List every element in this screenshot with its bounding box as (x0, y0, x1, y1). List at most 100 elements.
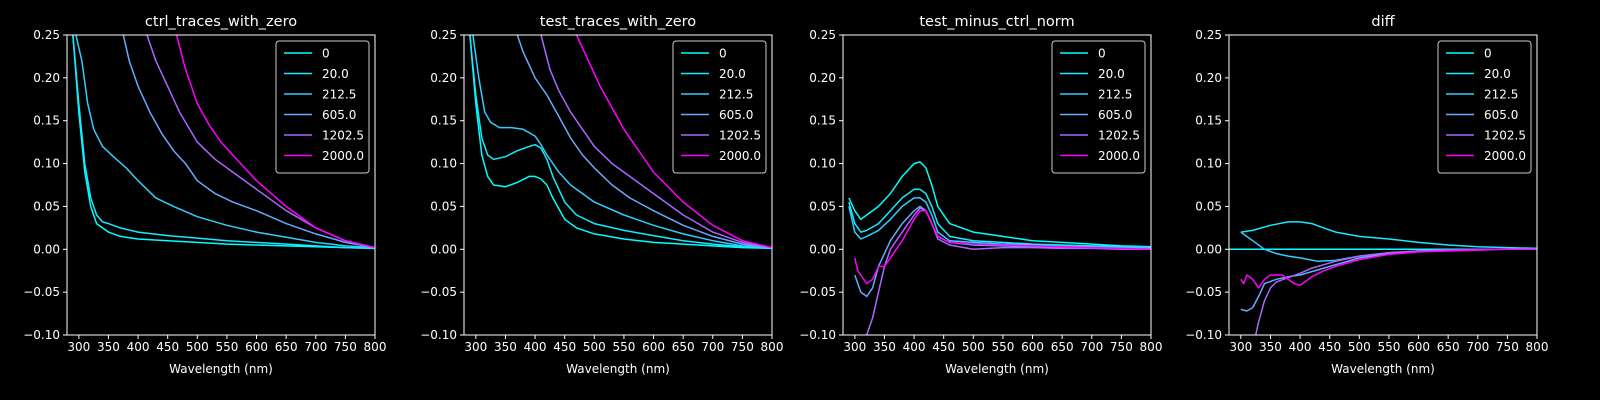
x-tick-label: 800 (1526, 340, 1549, 354)
legend-label: 212.5 (1098, 88, 1132, 102)
y-tick-label: 0.15 (1195, 114, 1222, 128)
x-axis-label: Wavelength (nm) (169, 362, 273, 376)
legend: 0 20.0 212.5 605.0 1202.5 2000.0 (672, 40, 767, 174)
chart-panel: 300 350 400 450 500 550 600 650 700 750 800 −0.10 −0… (799, 14, 1162, 376)
x-tick-label: 400 (127, 340, 150, 354)
chart-title: test_traces_with_zero (540, 14, 697, 30)
y-tick-label: 0.10 (430, 157, 457, 171)
y-tick-label: 0.25 (33, 28, 60, 42)
series-line-212.5 (75, 35, 375, 249)
series-line-2000.0 (575, 35, 772, 249)
chart-title: test_minus_ctrl_norm (919, 14, 1074, 30)
x-tick-label: 550 (1377, 340, 1400, 354)
chart-title: diff (1371, 14, 1395, 30)
x-tick-label: 550 (612, 340, 635, 354)
y-tick-label: 0.00 (1195, 242, 1222, 256)
x-tick-label: 300 (464, 340, 487, 354)
x-tick-label: 700 (304, 340, 327, 354)
x-tick-label: 700 (1466, 340, 1489, 354)
y-tick-label: −0.05 (799, 285, 836, 299)
series-line-0 (469, 35, 772, 250)
y-tick-label: −0.10 (799, 328, 836, 342)
legend-label: 212.5 (1484, 88, 1518, 102)
plot-frame (1228, 34, 1538, 336)
legend-label: 1202.5 (1484, 129, 1526, 143)
chart-title: ctrl_traces_with_zero (145, 14, 297, 30)
y-tick-label: 0.20 (809, 71, 836, 85)
legend-label: 2000.0 (322, 149, 364, 163)
series-line-20.0 (1240, 221, 1537, 250)
legend: 0 20.0 212.5 605.0 1202.5 2000.0 (275, 40, 370, 174)
y-tick-label: 0.05 (809, 199, 836, 213)
legend-label: 2000.0 (719, 149, 761, 163)
series-line-1202.5 (540, 35, 772, 249)
series-line-1202.5 (1254, 248, 1537, 335)
plot-frame (842, 34, 1152, 336)
x-tick-label: 650 (275, 340, 298, 354)
y-tick-label: −0.05 (23, 285, 60, 299)
legend: 0 20.0 212.5 605.0 1202.5 2000.0 (1051, 40, 1146, 174)
legend-label: 605.0 (1098, 108, 1132, 122)
legend-label: 20.0 (1484, 67, 1511, 81)
legend-label: 1202.5 (322, 129, 364, 143)
x-axis-label: Wavelength (nm) (1331, 362, 1435, 376)
y-tick-label: −0.05 (1185, 285, 1222, 299)
legend-label: 2000.0 (1098, 149, 1140, 163)
x-tick-label: 350 (873, 340, 896, 354)
series-line-605.0 (516, 35, 772, 249)
y-tick-label: −0.05 (420, 285, 457, 299)
plot-frame (66, 34, 376, 336)
y-tick-label: −0.10 (420, 328, 457, 342)
legend-label: 0 (1484, 47, 1492, 61)
x-tick-label: 650 (1051, 340, 1074, 354)
x-tick-label: 800 (761, 340, 784, 354)
y-tick-label: 0.10 (809, 157, 836, 171)
legend-label: 0 (719, 47, 727, 61)
y-tick-label: 0.15 (430, 114, 457, 128)
x-tick-label: 500 (1348, 340, 1371, 354)
legend-label: 605.0 (1484, 108, 1518, 122)
x-tick-label: 750 (1496, 340, 1519, 354)
x-tick-label: 750 (334, 340, 357, 354)
series-line-2000.0 (175, 35, 375, 249)
x-axis-label: Wavelength (nm) (945, 362, 1049, 376)
x-tick-label: 500 (583, 340, 606, 354)
x-tick-label: 600 (1407, 340, 1430, 354)
legend: 0 20.0 212.5 605.0 1202.5 2000.0 (1437, 40, 1532, 174)
x-tick-label: 800 (1140, 340, 1163, 354)
y-tick-label: 0.15 (809, 114, 836, 128)
x-tick-label: 650 (1437, 340, 1460, 354)
legend-label: 1202.5 (1098, 129, 1140, 143)
chart-panel: 300 350 400 450 500 550 600 650 700 750 800 −0.10 −0… (1185, 14, 1548, 376)
legend-label: 0 (322, 47, 330, 61)
y-tick-label: 0.15 (33, 114, 60, 128)
y-tick-label: −0.10 (1185, 328, 1222, 342)
legend-label: 0 (1098, 47, 1106, 61)
legend-label: 20.0 (1098, 67, 1125, 81)
y-tick-label: 0.20 (430, 71, 457, 85)
x-tick-label: 600 (245, 340, 268, 354)
y-tick-label: 0.00 (33, 242, 60, 256)
legend-label: 212.5 (322, 88, 356, 102)
x-tick-label: 650 (672, 340, 695, 354)
legend-label: 20.0 (322, 67, 349, 81)
y-tick-label: 0.00 (430, 242, 457, 256)
x-tick-label: 800 (364, 340, 387, 354)
x-tick-label: 450 (932, 340, 955, 354)
legend-label: 605.0 (322, 108, 356, 122)
legend-label: 1202.5 (719, 129, 761, 143)
series-line-20.0 (848, 188, 1151, 249)
x-tick-label: 450 (1318, 340, 1341, 354)
x-tick-label: 300 (843, 340, 866, 354)
series-line-0 (848, 161, 1151, 248)
series-line-212.5 (848, 197, 1151, 249)
series-line-0 (72, 35, 375, 250)
x-tick-label: 750 (1110, 340, 1133, 354)
y-tick-label: 0.05 (1195, 199, 1222, 213)
y-tick-label: 0.05 (430, 199, 457, 213)
x-tick-label: 450 (553, 340, 576, 354)
x-axis-label: Wavelength (nm) (566, 362, 670, 376)
x-tick-label: 600 (642, 340, 665, 354)
